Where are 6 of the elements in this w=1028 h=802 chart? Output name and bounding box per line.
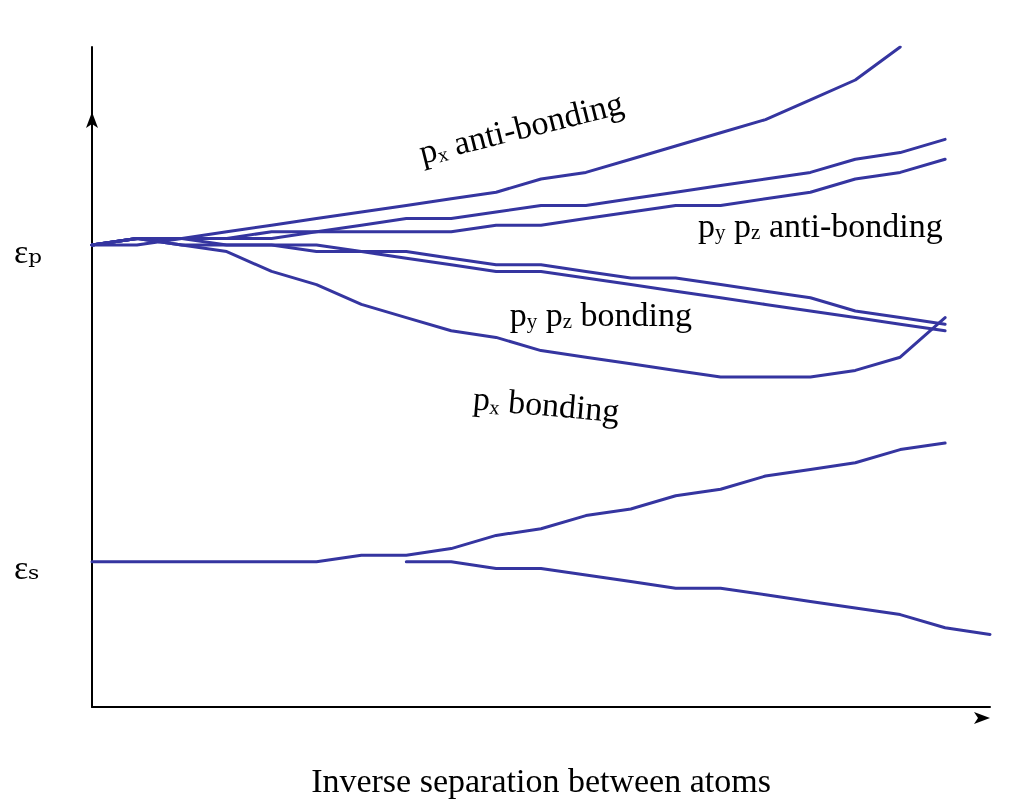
- series-label: py pz bonding: [509, 295, 693, 333]
- x-axis-title: Inverse separation between atoms: [311, 761, 771, 799]
- text: εₚ: [14, 232, 42, 270]
- series-label: py pz anti-bonding: [698, 206, 943, 244]
- series-label: pₓ bonding: [471, 379, 622, 430]
- text: εₛ: [14, 548, 40, 586]
